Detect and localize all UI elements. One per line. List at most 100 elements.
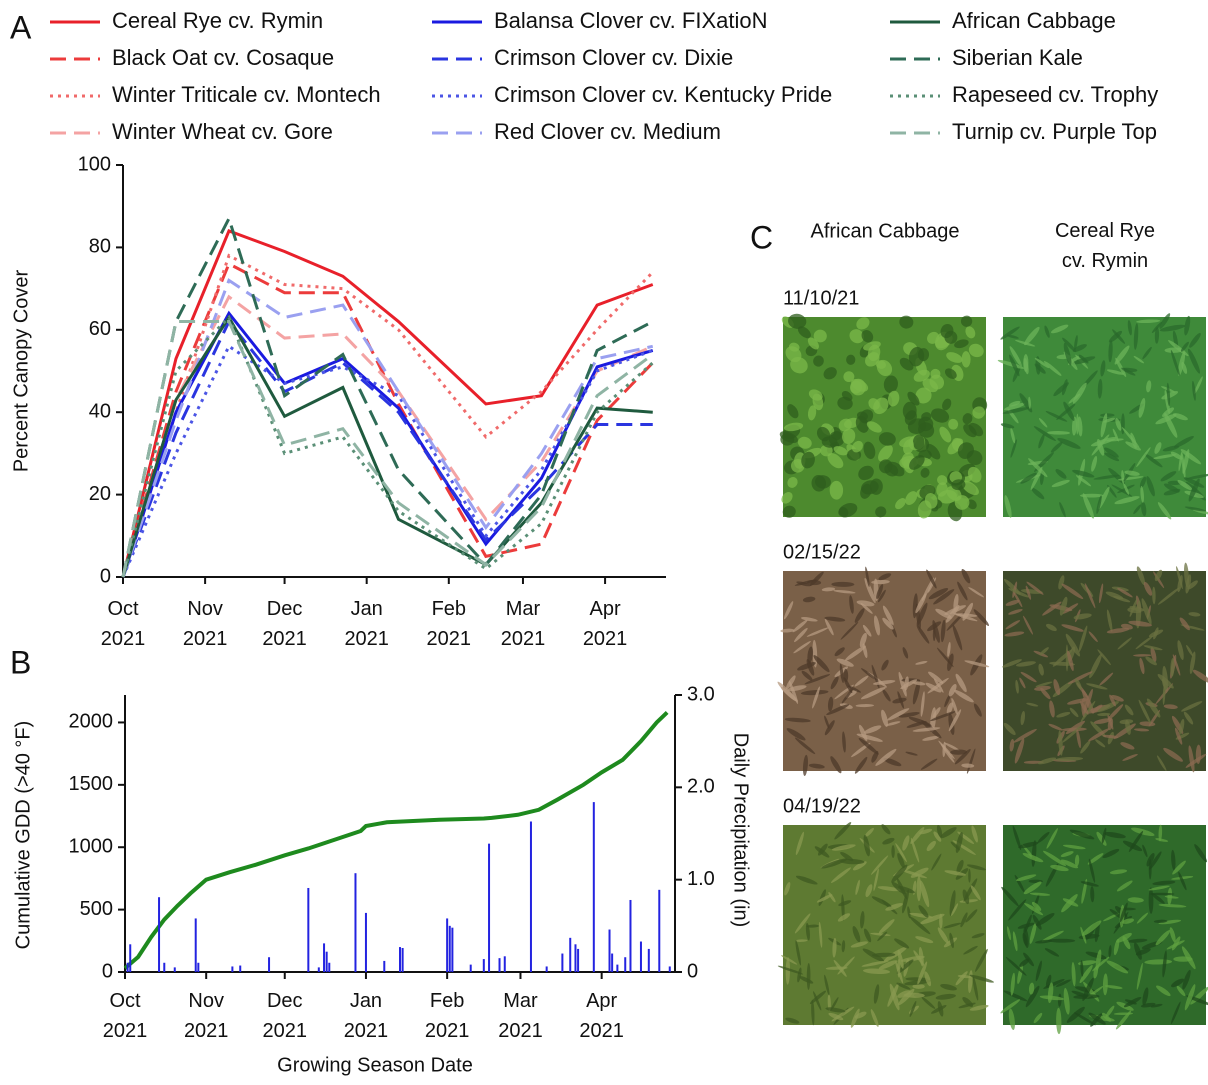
photo-texture xyxy=(871,896,892,907)
photo-texture xyxy=(1158,903,1187,908)
photo-texture xyxy=(1074,854,1080,867)
photo-texture xyxy=(922,735,940,741)
photo-texture xyxy=(785,675,796,690)
photo-texture xyxy=(1025,985,1040,1008)
photo-texture xyxy=(1170,658,1175,677)
photo-texture xyxy=(1158,919,1182,925)
photo-texture xyxy=(1045,974,1052,988)
photo-texture xyxy=(1092,704,1103,713)
y2-tick-label: 0 xyxy=(687,960,698,982)
photo-texture xyxy=(1004,631,1025,637)
photo-texture xyxy=(1188,745,1195,773)
photo-texture xyxy=(1044,948,1060,957)
photo-texture xyxy=(920,467,930,478)
photo-texture xyxy=(1170,451,1183,460)
photo-texture xyxy=(902,835,910,851)
photo-texture xyxy=(1034,363,1046,374)
photo-texture xyxy=(794,737,816,755)
y-tick-label: 0 xyxy=(100,565,111,587)
photo-texture xyxy=(946,612,965,631)
photo-texture xyxy=(1038,757,1057,765)
photo-texture xyxy=(952,624,963,651)
photo-texture xyxy=(782,505,796,518)
photo-texture xyxy=(1069,829,1095,840)
photo-texture xyxy=(832,937,837,958)
photo-texture xyxy=(932,627,936,642)
photo-texture xyxy=(905,751,918,756)
photo-texture xyxy=(1060,859,1079,869)
photo-texture xyxy=(909,916,931,935)
photo-texture xyxy=(1184,315,1191,336)
photo-texture xyxy=(1125,719,1131,735)
legend-label: Crimson Clover cv. Dixie xyxy=(494,45,733,70)
photo-texture xyxy=(1079,700,1089,715)
photo-texture xyxy=(1042,601,1062,616)
photo-texture xyxy=(787,404,799,419)
x-tick-label: Apr 2021 xyxy=(583,598,628,650)
photo-texture xyxy=(955,971,968,986)
photo-texture xyxy=(1073,613,1092,620)
photo-texture xyxy=(955,832,963,853)
photo-texture xyxy=(1002,407,1030,414)
precip-bar xyxy=(561,953,564,972)
photo-texture xyxy=(1117,637,1132,650)
photo-texture xyxy=(916,876,922,902)
photo-texture xyxy=(1185,574,1192,594)
photo-texture xyxy=(861,960,889,967)
date-label: 04/19/22 xyxy=(783,795,861,817)
photo-texture xyxy=(812,686,820,709)
column-label: Cereal Rye cv. Rymin xyxy=(1055,220,1155,272)
photo-texture xyxy=(871,952,896,958)
photo-texture xyxy=(783,601,794,620)
photo-texture xyxy=(933,589,955,605)
photo-texture xyxy=(1061,583,1084,600)
photo-texture xyxy=(1031,901,1042,911)
photo-texture xyxy=(796,581,811,587)
photo-texture xyxy=(863,341,881,351)
photo-texture xyxy=(1172,413,1188,421)
photo-texture xyxy=(1121,427,1140,448)
photo-texture xyxy=(948,709,962,732)
photo-texture xyxy=(1142,844,1148,858)
photo-texture xyxy=(1166,382,1171,407)
photo-texture xyxy=(898,988,915,1006)
photo-texture xyxy=(1024,902,1044,916)
x-tick-label: Nov 2021 xyxy=(183,598,228,650)
photo-texture xyxy=(873,397,889,415)
photo-texture xyxy=(1138,398,1146,418)
photo-texture xyxy=(863,441,876,460)
photo-texture xyxy=(1163,704,1178,709)
photo-texture xyxy=(795,831,804,856)
photo-texture xyxy=(813,329,827,343)
photo-texture xyxy=(806,627,829,637)
precip-bar xyxy=(624,957,627,972)
photo-texture xyxy=(794,913,811,934)
photo-texture xyxy=(930,408,950,423)
photo-texture xyxy=(946,702,954,715)
photo-texture xyxy=(942,741,946,758)
photo-texture xyxy=(1102,973,1108,996)
x-tick-label: Apr 2021 xyxy=(579,990,624,1042)
photo-texture xyxy=(811,999,815,1026)
photo-texture xyxy=(1075,678,1082,690)
y-tick-label: 100 xyxy=(78,153,111,175)
photo-texture xyxy=(814,846,830,858)
series-line xyxy=(121,320,654,578)
photo-texture xyxy=(1000,423,1015,429)
photo-texture xyxy=(1008,899,1027,921)
photo-texture xyxy=(943,922,962,929)
photo-texture xyxy=(910,837,920,863)
photo-texture xyxy=(954,689,974,703)
photo-texture xyxy=(1182,969,1191,990)
photo-texture xyxy=(928,671,944,684)
photo-texture xyxy=(1177,351,1186,377)
photo-texture xyxy=(971,933,985,939)
photo-texture xyxy=(1158,824,1163,842)
gdd-line xyxy=(123,711,669,970)
photo-texture xyxy=(1152,586,1156,605)
photo-texture xyxy=(1015,874,1037,882)
precip-bar xyxy=(446,918,449,972)
photo-texture xyxy=(1148,629,1164,638)
photo-texture xyxy=(1144,453,1163,468)
photo-texture xyxy=(1123,483,1130,495)
